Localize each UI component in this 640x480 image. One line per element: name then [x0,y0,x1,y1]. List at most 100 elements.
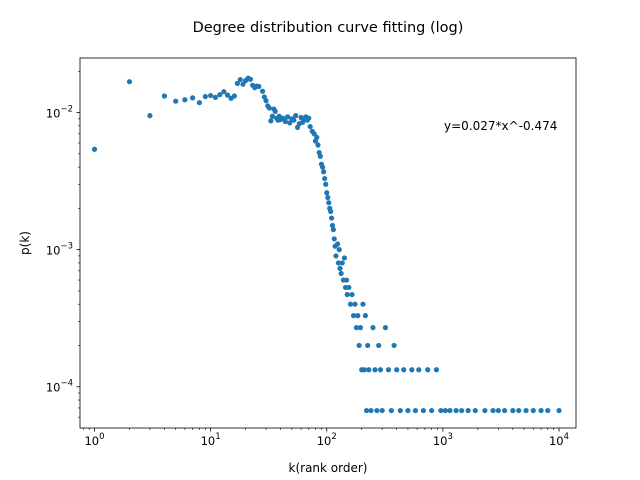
data-point [365,342,371,349]
data-point [347,301,354,307]
data-point [217,92,223,98]
data-point [333,253,339,259]
data-point [324,190,330,196]
data-point [272,108,278,114]
data-point [545,407,551,414]
data-point [355,313,361,319]
data-point [339,260,345,266]
data-point [459,407,465,414]
data-point [126,79,133,85]
data-point [388,407,394,414]
data-point [287,120,293,126]
data-point [341,255,348,261]
data-point [391,342,397,349]
data-point [397,407,403,414]
data-point [208,92,214,99]
data-point [315,142,321,148]
data-point [346,284,352,291]
data-point [344,291,350,298]
data-point [405,407,411,414]
y-tick-label: 10−3 [46,242,73,258]
data-point [556,407,562,414]
x-tick-label: 102 [317,432,337,448]
data-point [202,93,208,100]
data-point [490,407,496,414]
data-point [516,407,522,414]
data-point [319,164,326,170]
data-point [363,407,370,414]
data-point [247,76,254,82]
data-point [182,97,188,103]
data-point [420,407,427,414]
data-point [349,291,355,298]
x-tick-label: 103 [433,432,453,448]
markers-layer [91,75,562,414]
data-point [330,227,336,233]
data-point [335,260,342,266]
y-axis: 10−4 10−3 10−2 [46,70,80,418]
data-point [259,88,266,94]
data-point [291,117,297,123]
fit-equation-annotation: y=0.027*x^-0.474 [444,119,557,133]
x-tick-label: 100 [84,432,104,448]
y-axis-label: p(k) [18,231,32,255]
data-point [161,93,168,99]
data-point [362,313,368,319]
data-point [325,194,331,201]
data-point [338,270,344,277]
data-point [321,169,327,175]
data-point [326,200,332,206]
data-point [429,407,435,414]
data-point [307,123,313,130]
x-tick-label: 101 [201,432,221,448]
data-point [337,265,343,271]
data-point [322,175,328,182]
data-point [350,313,357,319]
data-point [394,367,400,373]
data-point [329,222,336,229]
data-point [366,367,372,373]
data-point [510,407,516,414]
data-point [412,407,419,414]
data-point [269,113,275,119]
data-point [352,301,358,307]
data-point [495,407,501,414]
data-point [530,407,536,414]
data-point [379,407,385,414]
data-point [382,325,389,331]
data-point [433,367,440,373]
data-point [353,325,360,331]
y-tick-label: 10−2 [46,105,73,121]
data-point [317,153,323,159]
x-axis: 100 101 102 103 104 [82,428,569,448]
data-point [385,367,392,373]
data-point [465,407,471,414]
data-point [240,81,246,87]
x-tick-label: 104 [549,432,569,448]
data-point [328,208,334,215]
data-point [336,247,342,253]
data-point [438,407,444,414]
data-point [196,100,202,106]
data-point [335,241,341,247]
data-point [328,215,335,221]
data-point [538,407,544,414]
data-point [234,80,240,87]
data-point [368,407,374,414]
data-point [256,83,262,90]
data-point [376,342,382,349]
data-point [482,407,488,414]
data-point [416,367,422,373]
data-point [91,146,98,152]
data-point [453,407,459,414]
data-point [502,407,508,414]
data-point [190,95,196,101]
data-point [173,98,179,104]
data-point [263,98,269,104]
x-axis-label: k(rank order) [289,461,368,475]
data-point [293,113,299,119]
data-point [374,407,380,414]
data-point [472,407,478,414]
data-point [147,113,153,119]
